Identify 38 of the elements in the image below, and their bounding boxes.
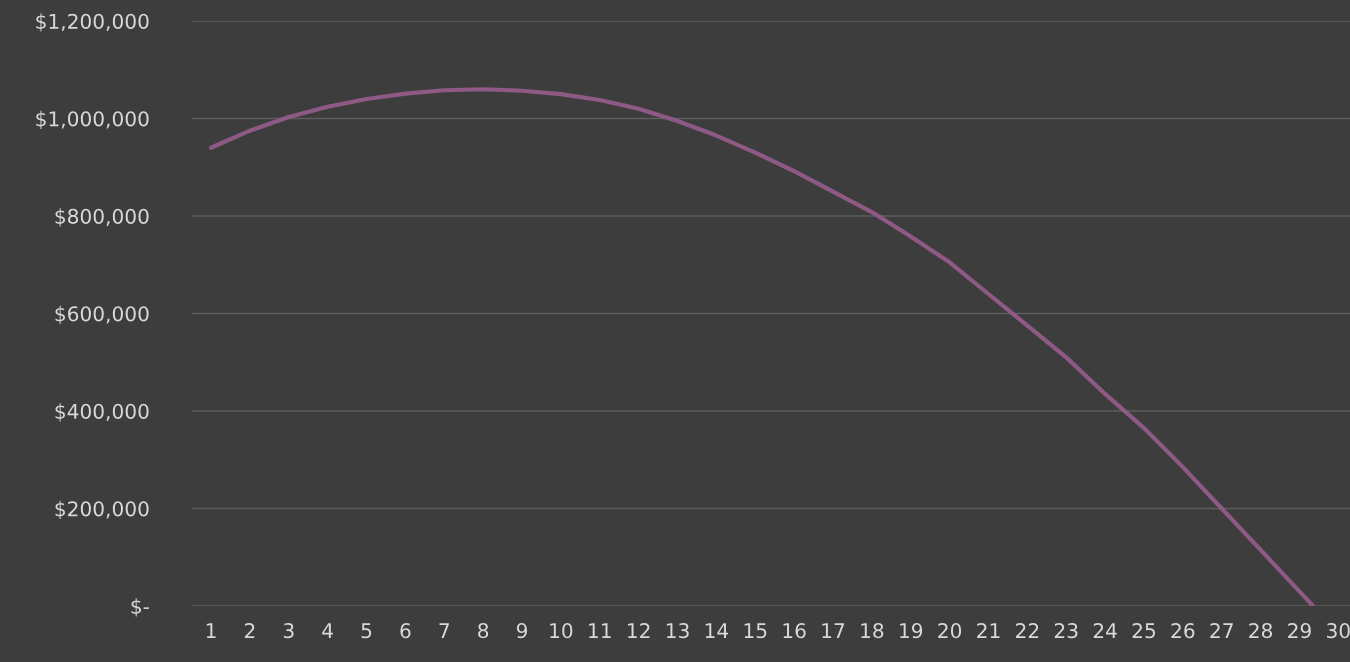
x-tick-label: 26 xyxy=(1171,623,1195,639)
x-tick-label: 15 xyxy=(744,623,767,639)
x-tick-label: 2 xyxy=(244,623,255,638)
line-series xyxy=(208,87,1316,606)
x-tick-label: 18 xyxy=(861,623,884,639)
x-tick-label: 17 xyxy=(822,623,845,638)
x-tick-label: 24 xyxy=(1093,623,1117,638)
y-tick-label: $200,000 xyxy=(55,500,149,520)
x-tick-label: 13 xyxy=(666,623,689,639)
x-tick-label: 3 xyxy=(283,623,294,639)
x-tick-label: 1 xyxy=(206,623,216,638)
x-tick-label: 7 xyxy=(439,623,449,638)
x-tick-label: 21 xyxy=(977,623,1000,638)
x-tick-label: 30 xyxy=(1327,623,1350,639)
x-tick-label: 11 xyxy=(589,623,611,638)
x-tick-label: 25 xyxy=(1132,623,1156,639)
x-tick-label: 28 xyxy=(1249,623,1273,639)
x-tick-label: 9 xyxy=(516,623,528,639)
x-tick-label: 6 xyxy=(400,623,411,639)
x-tick-label: 16 xyxy=(783,623,806,639)
y-tick-label: $1,200,000 xyxy=(36,13,149,32)
y-tick-label: $400,000 xyxy=(55,403,149,422)
x-tick-label: 5 xyxy=(361,623,372,639)
x-tick-label: 14 xyxy=(705,623,729,638)
x-tick-label: 22 xyxy=(1016,623,1039,638)
x-tick-label: 20 xyxy=(938,623,962,639)
x-tick-label: 8 xyxy=(478,623,489,639)
x-tick-label: 12 xyxy=(628,623,650,638)
x-tick-label: 29 xyxy=(1288,623,1311,639)
x-tick-label: 23 xyxy=(1054,623,1078,639)
x-tick-label: 19 xyxy=(900,623,923,639)
y-tick-label: $1,000,000 xyxy=(36,110,149,130)
y-tick-label: $600,000 xyxy=(55,305,149,325)
x-tick-label: 4 xyxy=(322,623,333,638)
y-tick-label: $800,000 xyxy=(55,208,149,227)
y-tick-label: $- xyxy=(131,598,149,617)
x-tick-label: 27 xyxy=(1210,623,1233,638)
x-tick-label: 10 xyxy=(550,623,573,639)
